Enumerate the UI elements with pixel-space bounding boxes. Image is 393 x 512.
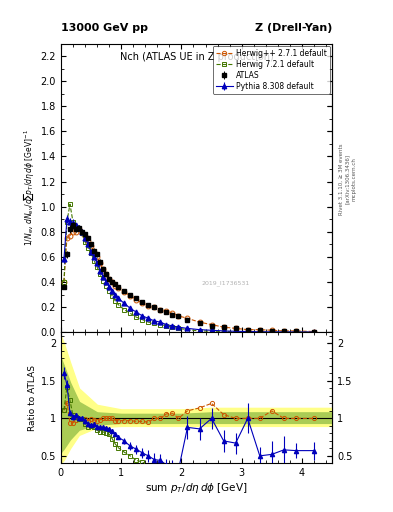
Herwig 7.2.1 default <box>158 322 163 328</box>
Herwig 7.2.1 default <box>312 329 316 335</box>
Herwig 7.2.1 default <box>294 329 298 335</box>
Herwig++ 2.7.1 default <box>257 327 262 333</box>
Herwig 7.2.1 default <box>107 288 112 294</box>
Text: [arXiv:1306.3436]: [arXiv:1306.3436] <box>345 154 350 204</box>
Herwig 7.2.1 default <box>197 328 202 334</box>
Herwig 7.2.1 default <box>101 278 105 284</box>
Herwig++ 2.7.1 default <box>209 322 214 328</box>
Herwig 7.2.1 default <box>170 324 175 330</box>
Herwig++ 2.7.1 default <box>98 260 103 266</box>
Herwig 7.2.1 default <box>146 319 151 325</box>
Herwig++ 2.7.1 default <box>146 303 151 309</box>
Herwig 7.2.1 default <box>73 224 78 230</box>
Herwig++ 2.7.1 default <box>86 238 90 244</box>
Herwig++ 2.7.1 default <box>170 310 175 316</box>
Herwig++ 2.7.1 default <box>71 229 75 235</box>
Y-axis label: $1/N_\mathrm{ev}\ dN_\mathrm{ev}/d\!\sum\!p_T/d\eta\,d\phi\ [\mathrm{GeV}]^{-1}$: $1/N_\mathrm{ev}\ dN_\mathrm{ev}/d\!\sum… <box>22 130 37 246</box>
Herwig++ 2.7.1 default <box>176 313 181 319</box>
Herwig++ 2.7.1 default <box>110 279 114 285</box>
Herwig 7.2.1 default <box>152 321 157 327</box>
Herwig++ 2.7.1 default <box>104 271 108 278</box>
Herwig 7.2.1 default <box>71 219 75 225</box>
Herwig++ 2.7.1 default <box>77 226 81 232</box>
Herwig++ 2.7.1 default <box>185 315 190 322</box>
Legend: Herwig++ 2.7.1 default, Herwig 7.2.1 default, ATLAS, Pythia 8.308 default: Herwig++ 2.7.1 default, Herwig 7.2.1 def… <box>213 46 330 94</box>
Herwig++ 2.7.1 default <box>270 327 274 333</box>
Text: Z (Drell-Yan): Z (Drell-Yan) <box>255 24 332 33</box>
Herwig++ 2.7.1 default <box>68 232 72 239</box>
Herwig++ 2.7.1 default <box>221 324 226 330</box>
Herwig++ 2.7.1 default <box>233 325 238 331</box>
Herwig++ 2.7.1 default <box>122 289 127 295</box>
Herwig 7.2.1 default <box>185 327 190 333</box>
Herwig++ 2.7.1 default <box>92 249 96 255</box>
Herwig++ 2.7.1 default <box>158 307 163 313</box>
Herwig 7.2.1 default <box>140 316 145 323</box>
Herwig 7.2.1 default <box>233 329 238 335</box>
Herwig 7.2.1 default <box>113 297 118 304</box>
Y-axis label: Ratio to ATLAS: Ratio to ATLAS <box>28 365 37 431</box>
Text: mcplots.cern.ch: mcplots.cern.ch <box>351 157 356 201</box>
Herwig++ 2.7.1 default <box>197 319 202 325</box>
Herwig 7.2.1 default <box>68 201 72 207</box>
Herwig 7.2.1 default <box>86 245 90 251</box>
Herwig++ 2.7.1 default <box>95 254 99 260</box>
Herwig 7.2.1 default <box>164 323 169 329</box>
Herwig++ 2.7.1 default <box>164 308 169 314</box>
Herwig 7.2.1 default <box>83 239 87 245</box>
Herwig 7.2.1 default <box>221 329 226 335</box>
X-axis label: sum $p_T/d\eta\,d\phi$ [GeV]: sum $p_T/d\eta\,d\phi$ [GeV] <box>145 481 248 495</box>
Herwig 7.2.1 default <box>95 264 99 270</box>
Herwig++ 2.7.1 default <box>281 328 286 334</box>
Herwig 7.2.1 default <box>64 219 69 225</box>
Herwig 7.2.1 default <box>257 329 262 335</box>
Text: Rivet 3.1.10, ≥ 3M events: Rivet 3.1.10, ≥ 3M events <box>339 143 344 215</box>
Herwig++ 2.7.1 default <box>140 300 145 306</box>
Herwig 7.2.1 default <box>270 329 274 335</box>
Herwig++ 2.7.1 default <box>89 243 94 249</box>
Herwig++ 2.7.1 default <box>294 328 298 334</box>
Herwig 7.2.1 default <box>98 271 103 278</box>
Text: 2019_I1736531: 2019_I1736531 <box>202 280 250 286</box>
Herwig 7.2.1 default <box>122 307 127 313</box>
Herwig++ 2.7.1 default <box>62 279 66 285</box>
Herwig 7.2.1 default <box>281 329 286 335</box>
Herwig 7.2.1 default <box>176 325 181 331</box>
Herwig++ 2.7.1 default <box>73 229 78 235</box>
Herwig++ 2.7.1 default <box>245 327 250 333</box>
Herwig++ 2.7.1 default <box>107 276 112 283</box>
Herwig 7.2.1 default <box>134 314 139 320</box>
Herwig++ 2.7.1 default <box>80 230 84 236</box>
Line: Herwig 7.2.1 default: Herwig 7.2.1 default <box>61 202 316 334</box>
Herwig++ 2.7.1 default <box>101 266 105 272</box>
Herwig 7.2.1 default <box>77 226 81 232</box>
Text: 13000 GeV pp: 13000 GeV pp <box>61 24 148 33</box>
Herwig 7.2.1 default <box>209 328 214 334</box>
Herwig 7.2.1 default <box>92 258 96 264</box>
Line: Herwig++ 2.7.1 default: Herwig++ 2.7.1 default <box>61 227 316 334</box>
Herwig++ 2.7.1 default <box>152 304 157 310</box>
Herwig 7.2.1 default <box>62 279 66 285</box>
Herwig++ 2.7.1 default <box>83 232 87 239</box>
Herwig++ 2.7.1 default <box>128 293 132 299</box>
Herwig 7.2.1 default <box>116 302 121 308</box>
Herwig++ 2.7.1 default <box>113 283 118 289</box>
Text: Nch (ATLAS UE in Z production): Nch (ATLAS UE in Z production) <box>119 52 274 62</box>
Herwig++ 2.7.1 default <box>312 329 316 335</box>
Herwig 7.2.1 default <box>110 293 114 299</box>
Herwig++ 2.7.1 default <box>134 296 139 303</box>
Herwig++ 2.7.1 default <box>116 285 121 291</box>
Herwig 7.2.1 default <box>104 283 108 289</box>
Herwig 7.2.1 default <box>80 230 84 236</box>
Herwig++ 2.7.1 default <box>64 235 69 241</box>
Herwig 7.2.1 default <box>245 329 250 335</box>
Herwig 7.2.1 default <box>128 310 132 316</box>
Herwig 7.2.1 default <box>89 250 94 256</box>
